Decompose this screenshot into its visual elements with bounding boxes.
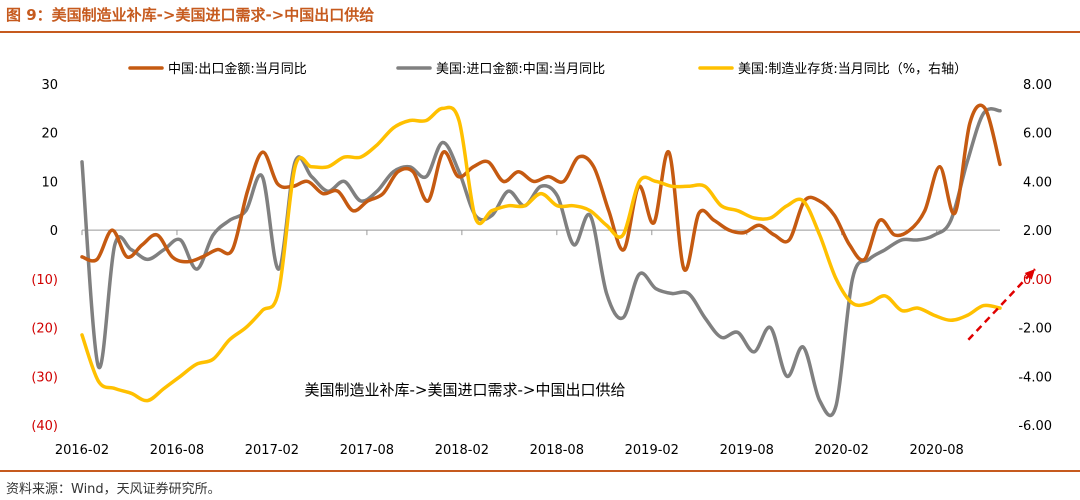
series-line-us-manufacturing-inventory	[80, 105, 1002, 403]
right-tick-label: 4.00	[1023, 175, 1052, 190]
x-tick-label: 2018-02	[435, 443, 489, 458]
left-y-axis: 30 20 10 0 (10) (20) (30) (40)	[31, 78, 58, 434]
series-layer	[80, 103, 1002, 418]
x-tick-label: 2019-08	[720, 443, 774, 458]
x-tick-label: 2020-08	[910, 443, 964, 458]
x-tick-label: 2020-02	[815, 443, 869, 458]
x-tick-label: 2017-08	[340, 443, 394, 458]
chart-annotation: 美国制造业补库->美国进口需求->中国出口供给	[305, 381, 626, 399]
x-axis: 2016-02 2016-08 2017-02 2017-08 2018-02 2018-…	[55, 229, 1000, 458]
trend-arrow-head	[1024, 269, 1035, 280]
footer-divider	[0, 470, 1080, 472]
right-y-axis: 8.006.004.002.000.00-2.00-4.00-6.00	[1018, 78, 1052, 434]
x-tick-label: 2016-08	[150, 443, 204, 458]
line-chart: 中国:出口金额:当月同比 美国:进口金额:中国:当月同比 美国:制造业存货:当月同比…	[31, 61, 1052, 458]
right-tick-label: -2.00	[1018, 322, 1052, 337]
left-tick-label: 20	[41, 127, 58, 142]
header-divider	[0, 31, 1080, 33]
x-tick-label: 2017-02	[245, 443, 299, 458]
left-tick-label: (30)	[31, 370, 58, 385]
chart-legend: 中国:出口金额:当月同比 美国:进口金额:中国:当月同比 美国:制造业存货:当月同比…	[128, 61, 967, 77]
left-tick-label: 30	[41, 78, 58, 93]
trend-arrow-line	[967, 268, 1036, 341]
left-tick-label: 0	[50, 224, 58, 239]
trend-arrow-layer	[967, 268, 1036, 341]
figure-title: 图 9：美国制造业补库->美国进口需求->中国出口供给	[6, 6, 375, 24]
right-tick-label: 8.00	[1023, 78, 1052, 93]
left-tick-label: (40)	[31, 419, 58, 434]
legend-label: 美国:进口金额:中国:当月同比	[436, 61, 605, 77]
right-tick-label: 2.00	[1023, 224, 1052, 239]
figure-header: 图 9：美国制造业补库->美国进口需求->中国出口供给	[0, 0, 1080, 32]
right-tick-label: 6.00	[1023, 127, 1052, 142]
legend-label: 中国:出口金额:当月同比	[168, 61, 307, 77]
x-tick-label: 2018-08	[530, 443, 584, 458]
series-line-china-exports	[80, 103, 1002, 272]
series-line-us-imports-from-china	[80, 107, 1002, 418]
source-note: 资料来源：Wind，天风证券研究所。	[6, 482, 221, 497]
left-tick-label: (20)	[31, 322, 58, 337]
right-tick-label: -6.00	[1018, 419, 1052, 434]
x-tick-label: 2019-02	[625, 443, 679, 458]
legend-label: 美国:制造业存货:当月同比（%，右轴）	[738, 61, 967, 77]
x-tick-label: 2016-02	[55, 443, 109, 458]
left-tick-label: (10)	[31, 273, 58, 288]
left-tick-label: 10	[41, 175, 58, 190]
right-tick-label: -4.00	[1018, 370, 1052, 385]
